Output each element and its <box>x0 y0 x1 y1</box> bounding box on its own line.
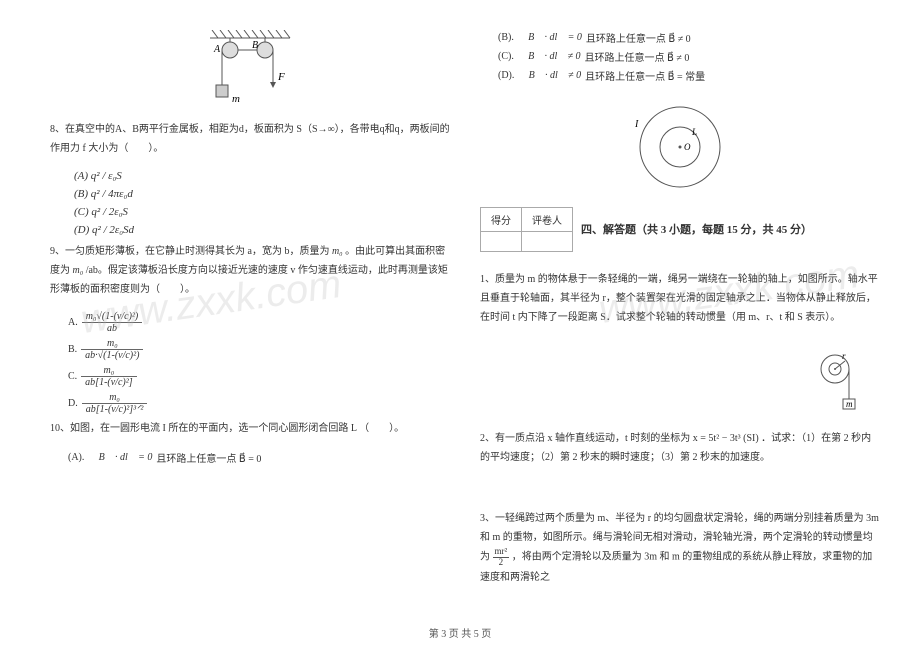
frac-den: ab <box>82 323 143 334</box>
option-label: C. <box>68 371 77 382</box>
label-m: m <box>846 399 853 409</box>
answer-problem-2: 2、有一质点沿 x 轴作直线运动，t 时刻的坐标为 x = 5t² − 3t³ … <box>480 429 880 467</box>
option-prefix: (C). <box>498 51 514 62</box>
frac-num: m₀ <box>81 365 136 377</box>
moment-inertia-frac: mr² 2 <box>493 547 510 568</box>
label-m: m <box>232 93 240 105</box>
circle-diagram: I L O <box>620 97 740 197</box>
label-O: O <box>684 142 691 152</box>
m0: m₀ <box>332 246 343 257</box>
wheel-axle-diagram: r m <box>800 349 870 419</box>
frac-den: 2 <box>493 558 510 568</box>
pulley-diagram: A B m F <box>190 30 310 110</box>
integral-expr: ∮ B⃗ · dl⃗ = 0 <box>518 32 582 43</box>
option-prefix: (D). <box>498 70 514 81</box>
score-header-1: 得分 <box>481 208 522 232</box>
frac-num: m₀ <box>81 338 143 350</box>
integral-expr: ∮ B⃗ · dl⃗ ≠ 0 <box>518 51 581 62</box>
label-L: L <box>691 127 697 137</box>
section-4-header-row: 得分 评卷人 四、解答题（共 3 小题，每题 15 分，共 45 分） <box>480 207 880 260</box>
frac-den: ab[1-(v/c)²] <box>81 377 136 388</box>
option-8B: (B) q² / 4πε₀d <box>74 188 450 200</box>
label-F: F <box>277 71 285 83</box>
frac-den: ab[1-(v/c)²]³ᐟ² <box>82 404 148 415</box>
option-10C: (C). ∮ B⃗ · dl⃗ ≠ 0 且环路上任意一点 B⃗ ≠ 0 <box>498 49 880 64</box>
problem-9: 9、一匀质矩形薄板，在它静止时测得其长为 a，宽为 b，质量为 m₀ 。由此可算… <box>50 242 450 299</box>
option-10D: (D). ∮ B⃗ · dl⃗ ≠ 0 且环路上任意一点 B⃗ = 常量 <box>498 68 880 83</box>
answer-problem-1: 1、质量为 m 的物体悬于一条轻绳的一端，绳另一端绕在一轮轴的轴上，如图所示。轴… <box>480 270 880 327</box>
answer-problem-3: 3、一轻绳跨过两个质量为 m、半径为 r 的均匀圆盘状定滑轮，绳的两端分别挂着质… <box>480 509 880 587</box>
integral-expr: ∮ B⃗ · dl⃗ ≠ 0 <box>518 70 581 81</box>
problem-10-text: 10、如图，在一圆形电流 I 所在的平面内，选一个同心圆形闭合回路 L （ ）。 <box>50 423 404 434</box>
m0: m₀ <box>73 265 84 276</box>
option-label: D. <box>68 398 78 409</box>
option-post: 且环路上任意一点 B⃗ ≠ 0 <box>585 49 690 64</box>
frac-den: ab·√(1-(v/c)²) <box>81 350 143 361</box>
option-8A: (A) q² / ε₀S <box>74 170 450 182</box>
option-9D: D. m₀ ab[1-(v/c)²]³ᐟ² <box>68 392 450 415</box>
option-10B: (B). ∮ B⃗ · dl⃗ = 0 且环路上任意一点 B⃗ ≠ 0 <box>498 30 880 45</box>
option-label: A. <box>68 317 78 328</box>
answer-3-text-b: ，将由两个定滑轮以及质量为 3m 和 m 的重物组成的系统从静止释放，求重物的加… <box>480 552 872 583</box>
option-post: 且环路上任意一点 B⃗ = 0 <box>156 450 261 465</box>
label-A: A <box>213 44 221 55</box>
label-r: r <box>842 351 846 361</box>
problem-8: 8、在真空中的A、B两平行金属板，相距为d，板面积为 S（S→∞），各带电q和q… <box>50 120 450 158</box>
label-I: I <box>634 119 639 130</box>
option-post: 且环路上任意一点 B⃗ ≠ 0 <box>586 30 691 45</box>
integral-expr: ∮ B⃗ · dl⃗ = 0 <box>88 452 152 463</box>
frac-num: m₀√(1-(v/c)²) <box>82 311 143 323</box>
option-label: B. <box>68 344 77 355</box>
option-8C: (C) q² / 2ε₀S <box>74 206 450 218</box>
section-4-title: 四、解答题（共 3 小题，每题 15 分，共 45 分） <box>581 221 812 237</box>
frac-num: m₀ <box>82 392 148 404</box>
problem-9-text-a: 9、一匀质矩形薄板，在它静止时测得其长为 a，宽为 b，质量为 <box>50 246 329 257</box>
label-B: B <box>252 40 258 51</box>
option-9C: C. m₀ ab[1-(v/c)²] <box>68 365 450 388</box>
two-column-layout: A B m F 8、在真空中的A、B两平行金属板，相距为d，板面积为 S（S→∞… <box>50 30 880 610</box>
option-prefix: (B). <box>498 32 514 43</box>
problem-9-text-c: /ab。假定该薄板沿长度方向以接近光速的速度 v 作匀速直线运动，此时再测量该矩… <box>50 265 448 295</box>
option-8D: (D) q² / 2ε₀Sd <box>74 224 450 236</box>
right-column: (B). ∮ B⃗ · dl⃗ = 0 且环路上任意一点 B⃗ ≠ 0 (C).… <box>480 30 880 610</box>
score-table: 得分 评卷人 <box>480 207 573 252</box>
page-footer: 第 3 页 共 5 页 <box>0 625 920 640</box>
option-post: 且环路上任意一点 B⃗ = 常量 <box>585 68 705 83</box>
problem-10: 10、如图，在一圆形电流 I 所在的平面内，选一个同心圆形闭合回路 L （ ）。 <box>50 419 450 438</box>
option-prefix: (A). <box>68 452 84 463</box>
left-column: A B m F 8、在真空中的A、B两平行金属板，相距为d，板面积为 S（S→∞… <box>50 30 450 610</box>
problem-8-text: 8、在真空中的A、B两平行金属板，相距为d，板面积为 S（S→∞），各带电q和q… <box>50 124 450 154</box>
option-9B: B. m₀ ab·√(1-(v/c)²) <box>68 338 450 361</box>
option-9A: A. m₀√(1-(v/c)²) ab <box>68 311 450 334</box>
option-10A: (A). ∮ B⃗ · dl⃗ = 0 且环路上任意一点 B⃗ = 0 <box>68 450 450 465</box>
score-header-2: 评卷人 <box>522 208 573 232</box>
